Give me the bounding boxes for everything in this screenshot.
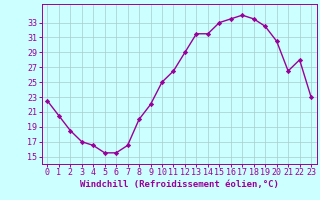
X-axis label: Windchill (Refroidissement éolien,°C): Windchill (Refroidissement éolien,°C) <box>80 180 279 189</box>
